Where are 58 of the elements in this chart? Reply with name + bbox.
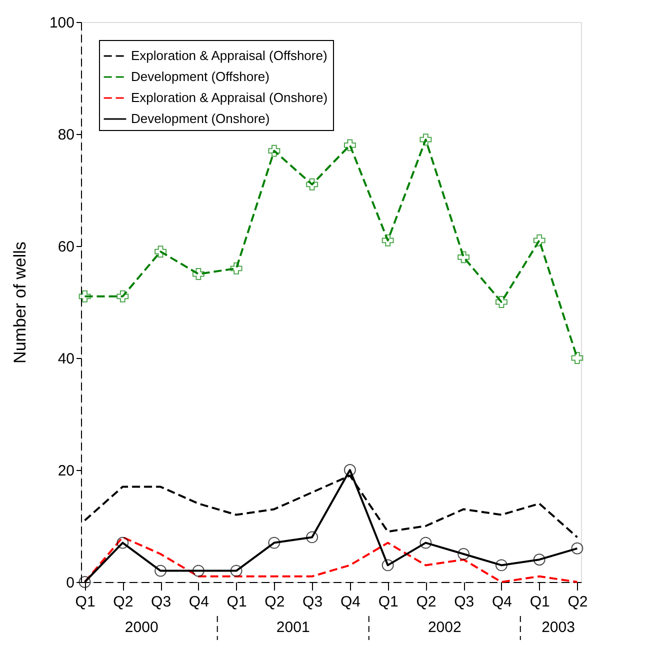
point	[495, 296, 508, 308]
x-tick-label: Q3	[302, 594, 323, 610]
y-tick-label: 80	[58, 126, 74, 144]
point	[230, 262, 242, 274]
point	[78, 576, 91, 588]
point	[306, 531, 318, 544]
point	[571, 352, 584, 364]
x-tick-label: Q3	[151, 594, 172, 610]
x-tick-label: Q3	[454, 594, 474, 610]
point	[268, 536, 280, 549]
text: 2001	[276, 619, 310, 636]
x-tick-label: Q4	[188, 594, 209, 610]
y-tick-label: 40	[58, 350, 74, 368]
point	[420, 536, 432, 549]
y-axis-title: Number of wells	[10, 242, 30, 364]
x-tick-label: Q4	[340, 594, 360, 610]
text: 2003	[542, 619, 575, 636]
x-tick-label: Q1	[530, 594, 550, 610]
x-tick-label: Q2	[568, 594, 588, 610]
x-tick-label: Q1	[226, 594, 247, 610]
point	[344, 464, 356, 476]
point	[458, 251, 470, 264]
point	[382, 559, 394, 572]
point	[495, 559, 508, 572]
legend-label: Exploration & Appraisal (Offshore)	[131, 48, 328, 63]
point	[571, 542, 584, 554]
line-series	[84, 536, 578, 583]
x-tick-label: Q4	[492, 594, 512, 610]
point	[154, 246, 167, 258]
legend-label: Development (Offshore)	[131, 69, 270, 84]
point	[78, 290, 91, 302]
point	[420, 134, 432, 146]
y-tick-label: 20	[58, 462, 74, 480]
point	[154, 564, 167, 577]
x-tick-label: Q2	[416, 594, 436, 610]
y-tick-label: 0	[66, 574, 74, 592]
legend-label: Exploration & Appraisal (Onshore)	[131, 90, 328, 105]
point	[458, 548, 470, 560]
x-tick-label: Q1	[378, 594, 398, 610]
legend-label: Development (Onshore)	[131, 111, 270, 126]
point	[116, 290, 129, 302]
point	[116, 536, 129, 549]
point	[192, 268, 204, 280]
point	[268, 144, 280, 157]
point	[230, 564, 242, 577]
text: 2000	[124, 619, 158, 636]
y-tick-label: 100	[49, 14, 74, 32]
y-tick-label: 60	[58, 238, 74, 256]
x-tick-label: Q2	[264, 594, 285, 610]
point	[192, 564, 204, 577]
point	[533, 234, 546, 246]
x-tick-label: Q1	[75, 594, 96, 610]
point	[533, 554, 546, 566]
text: 2002	[428, 619, 462, 636]
x-tick-label: Q2	[113, 594, 134, 610]
point	[382, 234, 394, 246]
point	[344, 139, 356, 152]
point	[306, 178, 318, 190]
